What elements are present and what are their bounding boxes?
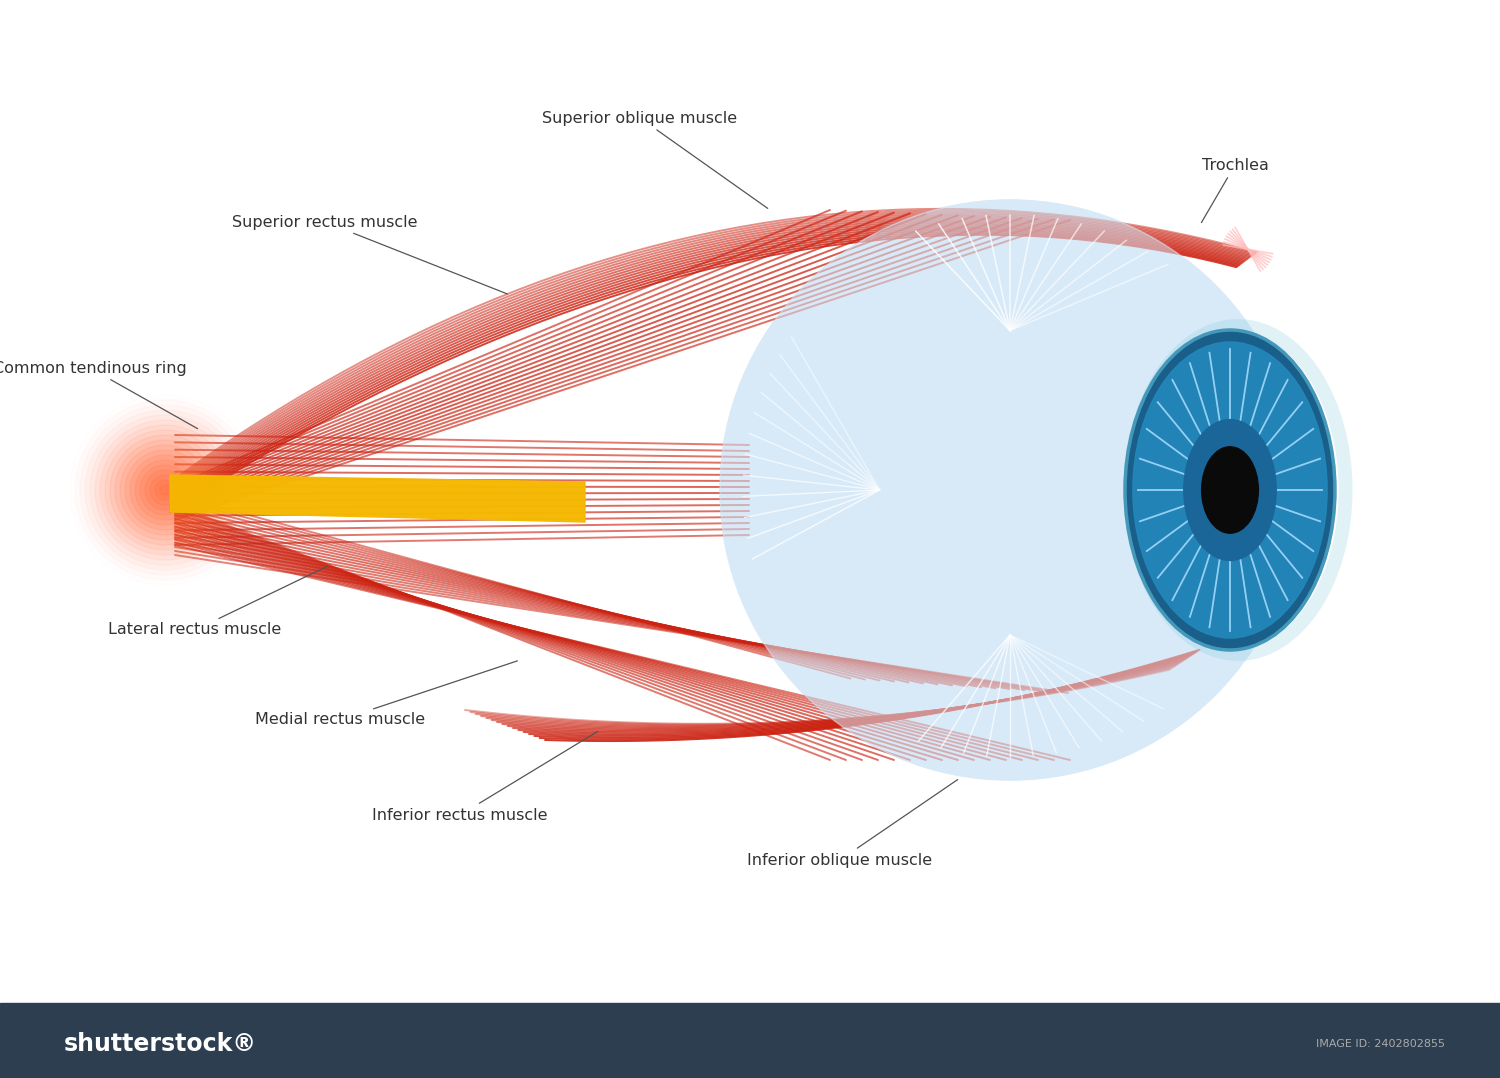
Text: Inferior oblique muscle: Inferior oblique muscle bbox=[747, 779, 957, 868]
Circle shape bbox=[124, 450, 206, 530]
Ellipse shape bbox=[1202, 446, 1258, 534]
Text: shutterstock®: shutterstock® bbox=[63, 1033, 256, 1056]
Text: Superior oblique muscle: Superior oblique muscle bbox=[543, 111, 768, 208]
Text: Inferior rectus muscle: Inferior rectus muscle bbox=[372, 732, 597, 823]
Text: Medial rectus muscle: Medial rectus muscle bbox=[255, 661, 518, 728]
Circle shape bbox=[94, 420, 236, 559]
Text: IMAGE ID: 2402802855: IMAGE ID: 2402802855 bbox=[1316, 1039, 1444, 1049]
Text: Common tendinous ring: Common tendinous ring bbox=[0, 360, 198, 429]
Text: Superior rectus muscle: Superior rectus muscle bbox=[232, 215, 507, 294]
Circle shape bbox=[100, 425, 230, 555]
Bar bbox=[0, 1003, 1500, 1078]
Ellipse shape bbox=[1125, 330, 1335, 650]
Circle shape bbox=[105, 430, 225, 550]
Circle shape bbox=[135, 460, 195, 520]
Circle shape bbox=[146, 470, 184, 510]
Circle shape bbox=[130, 455, 200, 525]
Circle shape bbox=[160, 485, 170, 495]
Circle shape bbox=[120, 445, 210, 535]
Text: Trochlea: Trochlea bbox=[1202, 157, 1269, 222]
Circle shape bbox=[154, 480, 176, 500]
Circle shape bbox=[140, 465, 190, 515]
Text: Lateral rectus muscle: Lateral rectus muscle bbox=[108, 566, 327, 637]
Ellipse shape bbox=[1184, 419, 1276, 561]
Circle shape bbox=[116, 440, 214, 540]
Circle shape bbox=[150, 475, 180, 505]
Circle shape bbox=[720, 201, 1300, 780]
Ellipse shape bbox=[1132, 342, 1328, 638]
Circle shape bbox=[720, 201, 1300, 780]
Circle shape bbox=[110, 436, 220, 545]
Polygon shape bbox=[170, 475, 585, 522]
